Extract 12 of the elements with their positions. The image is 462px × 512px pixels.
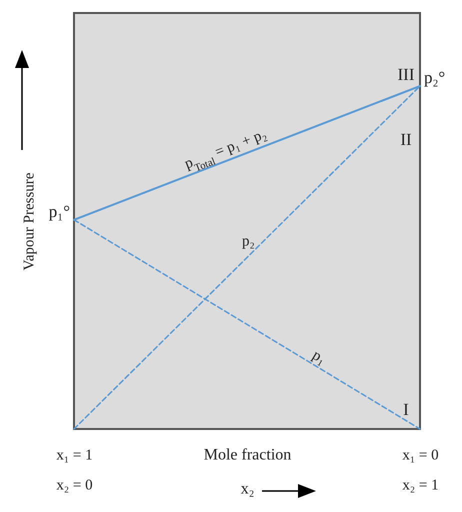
x-tick-label: x₁ = 1 x₂ = 0	[56, 448, 93, 494]
text: p$_{Total}$ = p₁ + p₂	[182, 126, 269, 174]
text: III	[398, 65, 415, 84]
y-axis-title: Vapour Pressure	[22, 172, 38, 270]
annotation: p₂°	[424, 68, 446, 88]
series-label: p₂	[242, 233, 255, 250]
text: p₁	[309, 347, 329, 368]
annotation: p₁°	[48, 202, 70, 221]
annotation: I	[403, 400, 410, 419]
x-tick-label: x₁ = 0 x₂ = 1	[402, 448, 439, 494]
x-axis-title: Mole fraction x₂	[204, 446, 292, 498]
annotation: II	[400, 130, 412, 149]
